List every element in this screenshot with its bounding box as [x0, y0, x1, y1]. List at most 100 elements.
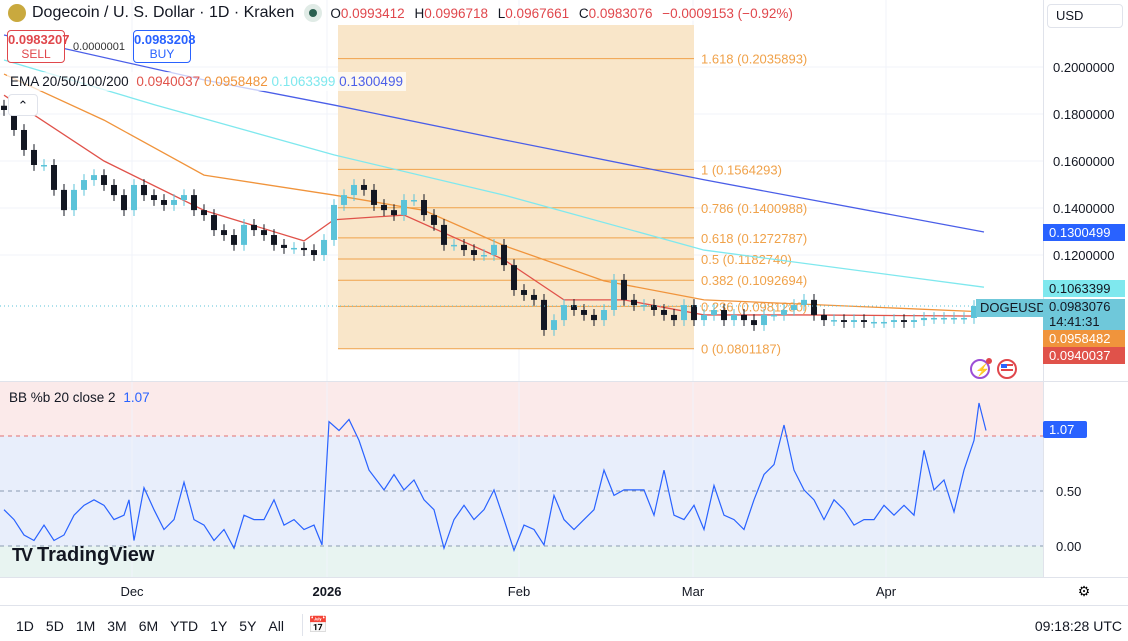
range-5y[interactable]: 5Y — [239, 618, 257, 634]
spread-value: 0.0000001 — [73, 40, 125, 53]
candle-body — [771, 314, 777, 317]
candle-body — [911, 320, 917, 322]
symbol-title[interactable]: Dogecoin / U. S. Dollar · 1D · Kraken — [32, 4, 295, 21]
candle-body — [781, 309, 787, 315]
settings-icon[interactable]: ⚙ — [1078, 583, 1091, 599]
range-all[interactable]: All — [268, 618, 284, 634]
clock[interactable]: 09:18:28 UTC — [1034, 618, 1122, 634]
candle-body — [371, 189, 377, 205]
range-1y[interactable]: 1Y — [210, 618, 228, 634]
candle-body — [661, 309, 667, 315]
go-to-date-icon[interactable]: 📅 — [308, 617, 328, 634]
bb-tick-label: 0.00 — [1056, 539, 1081, 554]
range-3m[interactable]: 3M — [107, 618, 127, 634]
fib-level-label: 0.382 (0.1092694) — [701, 273, 807, 288]
ema20-value: 0.0940037 — [136, 74, 201, 89]
candle-body — [941, 317, 947, 320]
currency-select[interactable]: USD — [1047, 4, 1123, 28]
lightning-icon[interactable]: ⚡ — [970, 358, 992, 379]
candle-body — [111, 184, 117, 196]
candle-body — [161, 200, 167, 205]
bb-value-tag: 1.07 — [1043, 421, 1087, 438]
candle-body — [651, 305, 657, 310]
ema-legend[interactable]: EMA 20/50/100/200 0.0940037 0.0958482 0.… — [7, 72, 406, 91]
candle-body — [321, 239, 327, 255]
sell-price: 0.0983207 — [8, 32, 70, 47]
candle-body — [811, 299, 817, 315]
us-flag-icon[interactable] — [997, 359, 1017, 379]
candle-body — [541, 299, 547, 330]
price-tick-label: 0.2000000 — [1053, 60, 1114, 75]
candle-body — [861, 320, 867, 322]
candle-body — [501, 244, 507, 266]
range-6m[interactable]: 6M — [138, 618, 159, 634]
candle-body — [711, 309, 717, 315]
time-tick-label: Mar — [682, 584, 705, 599]
ema-line-ema20 — [3, 94, 985, 317]
candle-body — [441, 224, 447, 245]
candle-body — [11, 110, 17, 130]
high-value: 0.0996718 — [424, 5, 489, 21]
range-1d[interactable]: 1D — [16, 618, 34, 634]
candle-body — [81, 180, 87, 190]
symbol-header: Dogecoin / U. S. Dollar · 1D · Kraken O 0… — [8, 4, 799, 22]
ema-legend-label: EMA 20/50/100/200 — [10, 74, 129, 89]
bb-legend[interactable]: BB %b 20 close 2 1.07 — [9, 390, 150, 405]
ema100-value: 0.1063399 — [271, 74, 336, 89]
candle-body — [411, 200, 417, 202]
last-price-tag: 0.0983076 14:41:31 — [1043, 299, 1125, 330]
time-scale[interactable]: Dec 2026 Feb Mar Apr — [120, 584, 896, 599]
market-status-icon[interactable] — [304, 4, 323, 22]
candle-body — [791, 305, 797, 310]
open-label: O — [330, 5, 341, 21]
candle-body — [21, 129, 27, 150]
change-value: −0.0009153 (−0.92%) — [662, 5, 793, 21]
candle-body — [141, 184, 147, 196]
price-scale[interactable]: 0.2000000 0.1800000 0.1600000 0.1400000 0.12… — [1053, 60, 1114, 554]
candle-body — [131, 184, 137, 211]
range-5d[interactable]: 5D — [45, 618, 64, 634]
ema-line-ema100 — [3, 59, 985, 288]
price-tick-label: 0.1600000 — [1053, 154, 1114, 169]
bb-tick-label: 0.50 — [1056, 484, 1081, 499]
last-price: 0.0983076 — [1049, 299, 1111, 314]
candle-body — [871, 321, 877, 324]
candle-body — [471, 250, 477, 255]
candle-body — [841, 320, 847, 322]
candle-body — [751, 320, 757, 326]
range-1m[interactable]: 1M — [75, 618, 96, 634]
price-tick-label: 0.1400000 — [1053, 201, 1114, 216]
svg-text:⚡: ⚡ — [975, 363, 990, 377]
candle-body — [961, 317, 967, 320]
fib-level-label: 1 (0.1564293) — [701, 162, 782, 177]
candle-body — [631, 299, 637, 306]
candle-body — [551, 320, 557, 330]
candle-body — [491, 244, 497, 255]
bottom-toolbar: 1D 5D 1M 3M 6M YTD 1Y 5Y All 📅 09:18:28 … — [0, 605, 1128, 641]
candle-body — [101, 175, 107, 185]
candle-body — [851, 320, 857, 322]
fib-level-label: 0.5 (0.1182740) — [701, 252, 792, 267]
candle-body — [271, 235, 277, 245]
candle-body — [31, 149, 37, 165]
candle-body — [761, 314, 767, 326]
sell-label: SELL — [21, 47, 51, 61]
sell-button[interactable]: 0.0983207 SELL — [7, 30, 70, 63]
bb-line — [3, 402, 987, 553]
candle-body — [401, 200, 407, 216]
candle-body — [231, 235, 237, 245]
candle-body — [361, 184, 367, 190]
candle-body — [951, 317, 957, 320]
candle-body — [51, 164, 57, 190]
collapse-legend-button[interactable]: ⌃ — [8, 94, 38, 116]
candle-body — [121, 195, 127, 211]
range-ytd[interactable]: YTD — [170, 618, 199, 634]
tradingview-logo[interactable]: TV TradingView — [12, 544, 154, 567]
low-label: L — [497, 5, 506, 21]
candle-body — [621, 279, 627, 300]
candle-body — [391, 210, 397, 216]
candle-body — [821, 314, 827, 321]
ema200-price-tag: 0.1300499 — [1043, 224, 1125, 241]
buy-button[interactable]: 0.0983208 BUY — [133, 30, 195, 63]
candles — [0, 99, 1043, 336]
